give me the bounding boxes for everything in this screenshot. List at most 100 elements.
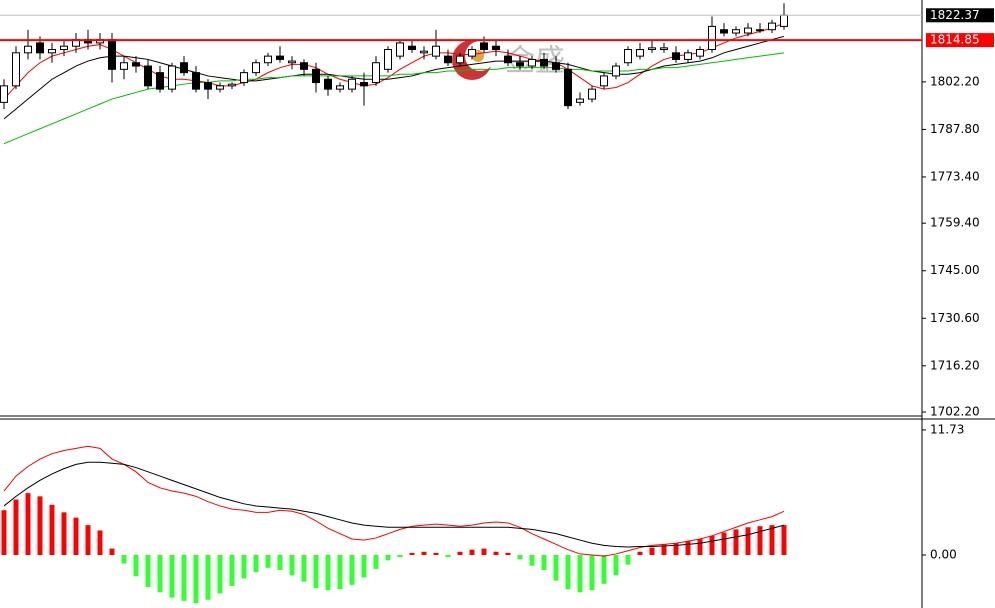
- histogram-bar: [85, 525, 91, 556]
- candle-body: [372, 62, 380, 84]
- candle-body: [24, 45, 32, 54]
- histogram-bar: [733, 529, 739, 556]
- candle-body: [636, 49, 644, 57]
- histogram-bar: [157, 555, 163, 593]
- histogram-bar: [133, 555, 139, 577]
- candle-body: [396, 42, 404, 57]
- price-label: 1814.85: [930, 33, 980, 47]
- histogram-bar: [673, 543, 679, 556]
- histogram-bar: [373, 555, 379, 569]
- candle-body: [132, 62, 140, 67]
- candle-body: [300, 62, 308, 70]
- y-tick-label: 1802.20: [930, 74, 980, 88]
- candle-body: [168, 65, 176, 90]
- candle-body: [660, 47, 668, 51]
- candle-body: [456, 55, 464, 64]
- candle-body: [552, 62, 560, 70]
- histogram-bar: [145, 555, 151, 587]
- candle-body: [204, 82, 212, 90]
- moving-average: [3, 22, 785, 100]
- candle-body: [720, 29, 728, 34]
- candle-body: [528, 58, 536, 67]
- histogram-bar: [589, 555, 595, 591]
- price-label-bg: [926, 8, 994, 23]
- histogram-bar: [697, 539, 703, 556]
- candle-body: [432, 45, 440, 57]
- candle-body: [756, 29, 764, 32]
- y-tick-label: 0.00: [930, 548, 957, 562]
- candle-body: [156, 72, 164, 90]
- candle-body: [252, 62, 260, 74]
- histogram-bar: [625, 555, 631, 565]
- candle-body: [744, 27, 752, 34]
- histogram-bar: [709, 535, 715, 556]
- price-label-bg: [926, 33, 994, 48]
- candle-body: [780, 14, 788, 27]
- histogram-bar: [421, 551, 427, 556]
- candle-body: [732, 29, 740, 34]
- candle-body: [576, 98, 584, 103]
- candle-body: [60, 45, 68, 51]
- y-tick-label: 1716.20: [930, 358, 980, 372]
- histogram-bar: [109, 548, 115, 556]
- candle-body: [360, 82, 368, 87]
- y-tick-label: 1773.40: [930, 169, 980, 183]
- candle-body: [516, 62, 524, 67]
- histogram-bar: [181, 555, 187, 601]
- histogram-bar: [445, 555, 451, 558]
- histogram-bar: [229, 555, 235, 586]
- histogram-bar: [565, 555, 571, 590]
- candle-body: [0, 85, 8, 103]
- candle-body: [228, 83, 236, 87]
- histogram-bar: [745, 527, 751, 556]
- histogram-bar: [517, 555, 523, 560]
- candle-body: [192, 72, 200, 90]
- y-tick-label: 1759.40: [930, 216, 980, 230]
- histogram-bar: [121, 555, 127, 564]
- y-tick-label: 1702.20: [930, 405, 980, 419]
- histogram-bar: [337, 555, 343, 590]
- candle-body: [120, 62, 128, 70]
- candle-body: [324, 78, 332, 90]
- candle-body: [384, 49, 392, 70]
- histogram-bar: [49, 504, 55, 556]
- histogram-bar: [541, 555, 547, 570]
- candle-body: [648, 47, 656, 51]
- candle-body: [600, 75, 608, 87]
- histogram-bar: [637, 551, 643, 556]
- histogram-bar: [349, 555, 355, 585]
- histogram-bar: [97, 530, 103, 556]
- histogram-bar: [505, 552, 511, 556]
- histogram-bar: [721, 532, 727, 556]
- histogram-bar: [481, 548, 487, 556]
- candle-body: [540, 58, 548, 67]
- histogram-bar: [241, 555, 247, 579]
- candle-body: [708, 25, 716, 51]
- histogram-bar: [469, 549, 475, 556]
- histogram-bar: [37, 496, 43, 556]
- candle-body: [108, 39, 116, 70]
- histogram-bar: [649, 547, 655, 556]
- candle-body: [216, 85, 224, 90]
- price-label: 1822.37: [930, 8, 980, 22]
- histogram-bar: [613, 555, 619, 576]
- histogram-bar: [277, 555, 283, 570]
- histogram-bar: [13, 499, 19, 556]
- histogram-bar: [457, 551, 463, 556]
- histogram-bar: [769, 525, 775, 556]
- histogram-bar: [217, 555, 223, 594]
- histogram-bar: [433, 552, 439, 556]
- histogram-bar: [301, 555, 307, 582]
- histogram-bar: [685, 541, 691, 556]
- candle-body: [420, 50, 428, 54]
- histogram-bar: [757, 526, 763, 556]
- histogram-bar: [601, 555, 607, 584]
- histogram-bar: [385, 555, 391, 561]
- candle-body: [180, 62, 188, 74]
- histogram-bar: [529, 555, 535, 566]
- candle-body: [144, 65, 152, 87]
- histogram-bar: [313, 555, 319, 589]
- candle-body: [768, 22, 776, 31]
- y-tick-label: 1787.80: [930, 122, 980, 136]
